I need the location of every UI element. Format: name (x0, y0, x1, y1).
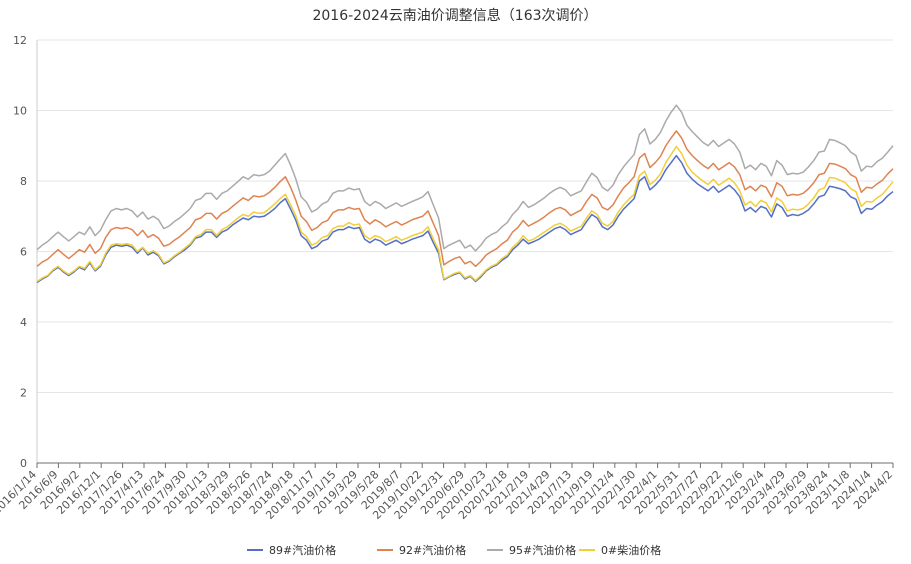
series-line-4 (36, 145, 894, 283)
legend-label: 95#汽油价格 (509, 543, 576, 557)
gridlines (37, 39, 893, 464)
legend[interactable]: 89#汽油价格 92#汽油价格 95#汽油价格 0#柴油价格 (247, 543, 661, 557)
legend-item-1[interactable]: 89#汽油价格 (247, 543, 336, 557)
y-tick-label: 10 (13, 105, 27, 118)
series-line-2 (36, 130, 894, 268)
series-line-3 (36, 104, 894, 252)
y-tick-label: 4 (20, 316, 27, 329)
y-axis: 0 2 4 6 8 10 12 (13, 34, 38, 470)
series-lines (36, 104, 894, 284)
legend-label: 89#汽油价格 (269, 543, 336, 557)
legend-item-3[interactable]: 95#汽油价格 (487, 543, 576, 557)
series-line-1 (36, 154, 894, 284)
y-tick-label: 0 (20, 457, 27, 470)
x-axis: 2016/1/142016/6/92016/9/22016/12/12017/1… (0, 462, 895, 522)
chart-title: 2016-2024云南油价调整信息（163次调价） (312, 7, 597, 24)
legend-label: 0#柴油价格 (601, 543, 661, 557)
legend-label: 92#汽油价格 (399, 543, 466, 557)
y-tick-label: 2 (20, 387, 27, 400)
y-tick-label: 12 (13, 34, 27, 47)
y-tick-label: 6 (20, 246, 27, 259)
legend-item-2[interactable]: 92#汽油价格 (377, 543, 466, 557)
y-tick-label: 8 (20, 175, 27, 188)
legend-item-4[interactable]: 0#柴油价格 (579, 543, 661, 557)
